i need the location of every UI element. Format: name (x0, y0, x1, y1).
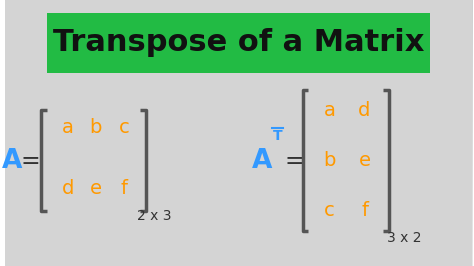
Text: =: = (20, 149, 40, 173)
Text: e: e (90, 179, 102, 198)
Text: f: f (361, 201, 368, 220)
Text: b: b (323, 151, 336, 170)
Text: e: e (358, 151, 371, 170)
Text: a: a (324, 101, 336, 120)
Text: A: A (252, 148, 272, 174)
Text: =: = (284, 149, 304, 173)
Text: f: f (120, 179, 128, 198)
Text: Transpose of a Matrix: Transpose of a Matrix (53, 28, 424, 57)
Text: c: c (324, 201, 335, 220)
Text: 2 x 3: 2 x 3 (137, 209, 172, 223)
Text: c: c (118, 118, 129, 138)
FancyBboxPatch shape (47, 13, 430, 73)
Text: b: b (90, 118, 102, 138)
Text: T: T (273, 128, 283, 143)
Text: d: d (62, 179, 74, 198)
Text: d: d (358, 101, 371, 120)
Text: 3 x 2: 3 x 2 (387, 231, 421, 246)
Text: A: A (1, 148, 22, 174)
Text: a: a (62, 118, 73, 138)
